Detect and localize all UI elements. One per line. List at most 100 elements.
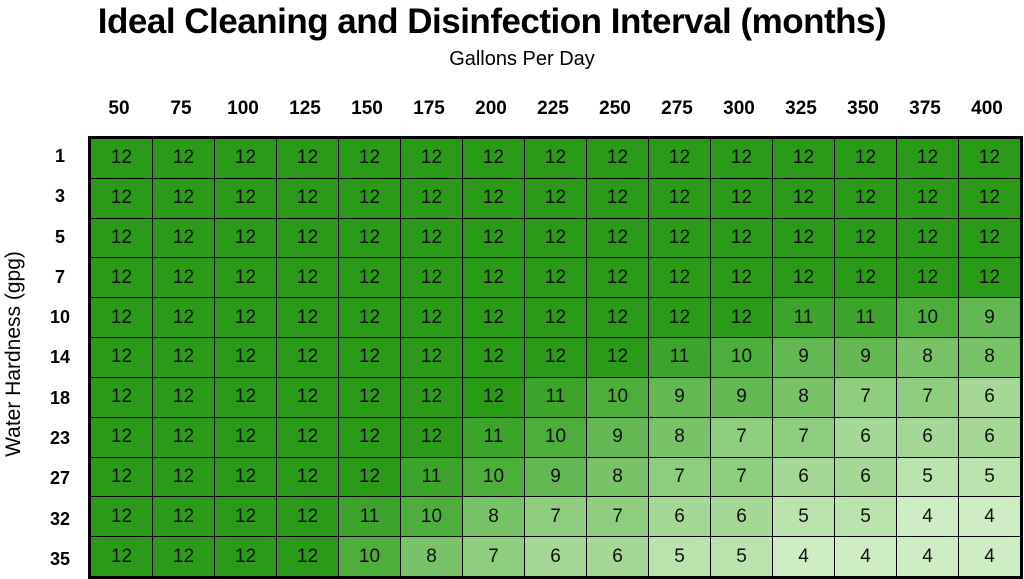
row-label: 10 [49,307,71,328]
interval-cell: 12 [462,257,525,299]
interval-cell: 11 [524,376,587,418]
interval-cell: 12 [214,536,277,577]
interval-cell: 12 [152,456,215,498]
interval-cell: 12 [214,337,277,378]
column-label: 75 [170,98,192,119]
interval-cell: 12 [400,177,463,219]
interval-cell: 12 [772,217,835,259]
interval-cell: 12 [338,177,401,219]
row-label: 3 [54,186,65,207]
interval-cell: 12 [276,496,339,538]
interval-cell: 7 [462,536,525,577]
interval-cell: 8 [772,376,835,418]
row-label: 35 [49,548,71,569]
interval-cell: 12 [648,138,711,179]
interval-cell: 12 [462,376,525,418]
interval-cell: 12 [214,257,277,299]
interval-cell: 12 [152,536,215,577]
interval-cell: 12 [586,177,649,219]
interval-cell: 9 [772,337,835,378]
interval-cell: 12 [276,297,339,339]
interval-cell: 7 [586,496,649,538]
interval-cell: 12 [338,416,401,458]
chart-title: Ideal Cleaning and Disinfection Interval… [97,2,887,41]
interval-cell: 12 [90,416,153,458]
interval-cell: 12 [710,177,773,219]
row-label: 23 [49,428,71,449]
column-label: 50 [108,98,130,119]
interval-cell: 8 [958,337,1021,378]
interval-cell: 9 [524,456,587,498]
interval-cell: 11 [400,456,463,498]
interval-cell: 8 [896,337,959,378]
interval-cell: 12 [152,138,215,179]
interval-cell: 12 [400,376,463,418]
interval-cell: 12 [462,138,525,179]
interval-cell: 12 [90,337,153,378]
interval-cell: 12 [772,177,835,219]
interval-cell: 5 [772,496,835,538]
table-row: 12 12 12 12 10 8 7 6 6 5 5 4 4 4 4 [90,536,1021,577]
interval-cell: 11 [648,337,711,378]
interval-cell: 12 [772,138,835,179]
interval-cell: 4 [958,496,1021,538]
interval-cell: 12 [524,217,587,259]
interval-cell: 12 [276,416,339,458]
interval-cell: 12 [462,297,525,339]
interval-cell: 12 [524,138,587,179]
row-label: 7 [54,266,65,287]
interval-cell: 6 [834,416,897,458]
interval-cell: 12 [152,217,215,259]
interval-cell: 12 [152,416,215,458]
interval-cell: 12 [462,337,525,378]
interval-cell: 10 [710,337,773,378]
interval-cell: 12 [834,138,897,179]
interval-cell: 12 [338,456,401,498]
interval-cell: 10 [338,536,401,577]
interval-cell: 12 [276,217,339,259]
interval-cell: 12 [152,496,215,538]
interval-cell: 12 [214,496,277,538]
x-axis-label: Gallons Per Day [449,48,595,70]
interval-cell: 12 [214,177,277,219]
interval-cell: 4 [834,536,897,577]
interval-table: 12 12 12 12 12 12 12 12 12 12 12 12 12 12 12 12 12 12 12 12… [88,136,1023,579]
interval-cell: 5 [958,456,1021,498]
interval-cell: 12 [90,496,153,538]
column-label: 200 [475,98,507,119]
interval-cell: 12 [524,297,587,339]
column-label: 175 [413,98,445,119]
table-row: 12 12 12 12 12 12 12 11 10 9 9 8 7 7 6 [90,376,1021,418]
interval-cell: 6 [834,456,897,498]
interval-cell: 5 [834,496,897,538]
interval-cell: 12 [214,456,277,498]
interval-cell: 12 [400,257,463,299]
interval-cell: 8 [648,416,711,458]
interval-cell: 12 [834,257,897,299]
table-row: 12 12 12 12 11 10 8 7 7 6 6 5 5 4 4 [90,496,1021,538]
interval-cell: 12 [338,217,401,259]
table-row: 12 12 12 12 12 12 12 12 12 11 10 9 9 8 8 [90,337,1021,378]
interval-cell: 12 [896,217,959,259]
interval-cell: 10 [462,456,525,498]
table-row: 12 12 12 12 12 12 12 12 12 12 12 11 11 10 9 [90,297,1021,339]
interval-cell: 12 [896,177,959,219]
interval-cell: 12 [648,257,711,299]
interval-cell: 10 [586,376,649,418]
interval-cell: 12 [896,138,959,179]
interval-cell: 12 [152,297,215,339]
interval-cell: 9 [710,376,773,418]
interval-cell: 12 [276,536,339,577]
interval-cell: 12 [958,257,1021,299]
interval-cell: 4 [896,496,959,538]
row-label: 1 [54,146,65,166]
column-label: 250 [599,98,631,119]
interval-cell: 6 [586,536,649,577]
interval-cell: 12 [338,257,401,299]
interval-cell: 12 [400,138,463,179]
interval-cell: 12 [648,297,711,339]
interval-cell: 7 [896,376,959,418]
interval-cell: 12 [276,376,339,418]
interval-cell: 12 [90,217,153,259]
interval-cell: 4 [772,536,835,577]
